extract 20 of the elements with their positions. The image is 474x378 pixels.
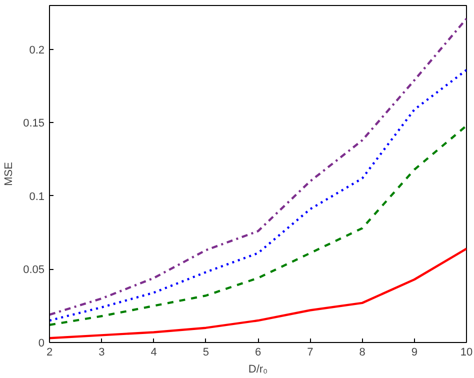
- x-tick-label: 9: [411, 346, 418, 358]
- x-tick-label: 8: [359, 346, 366, 358]
- line-series: [50, 68, 466, 322]
- x-tick-label: 6: [254, 346, 262, 358]
- y-tick-label: 0.05: [23, 264, 45, 276]
- x-tick-label: 4: [150, 346, 157, 358]
- y-tick-label: 0.15: [23, 118, 45, 130]
- x-axis-title: D/r₀: [248, 364, 268, 376]
- y-tick-label: 0.1: [29, 190, 45, 203]
- x-tick-label: 5: [202, 346, 209, 358]
- y-axis-title: MSE: [3, 162, 16, 186]
- x-tick-label: 10: [460, 346, 473, 358]
- line-series: [50, 248, 466, 340]
- line-series: [50, 124, 466, 326]
- y-tick-label: 0: [38, 338, 45, 350]
- x-tick-label: 7: [307, 346, 314, 358]
- line-series: [50, 18, 466, 316]
- x-tick-label: 2: [46, 346, 53, 358]
- y-tick-label: 0.2: [29, 44, 45, 56]
- x-tick-label: 3: [98, 346, 105, 358]
